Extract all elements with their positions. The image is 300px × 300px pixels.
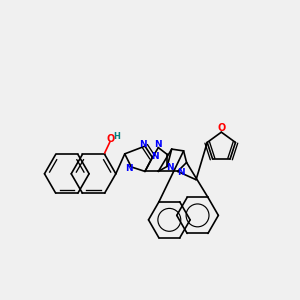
Text: N: N [139, 140, 146, 149]
Text: N: N [177, 168, 184, 177]
Text: N: N [167, 163, 174, 172]
Text: O: O [106, 134, 114, 144]
Text: H: H [113, 132, 120, 141]
Text: N: N [151, 152, 159, 161]
Text: N: N [125, 164, 133, 173]
Text: O: O [218, 123, 226, 133]
Text: N: N [154, 140, 162, 148]
